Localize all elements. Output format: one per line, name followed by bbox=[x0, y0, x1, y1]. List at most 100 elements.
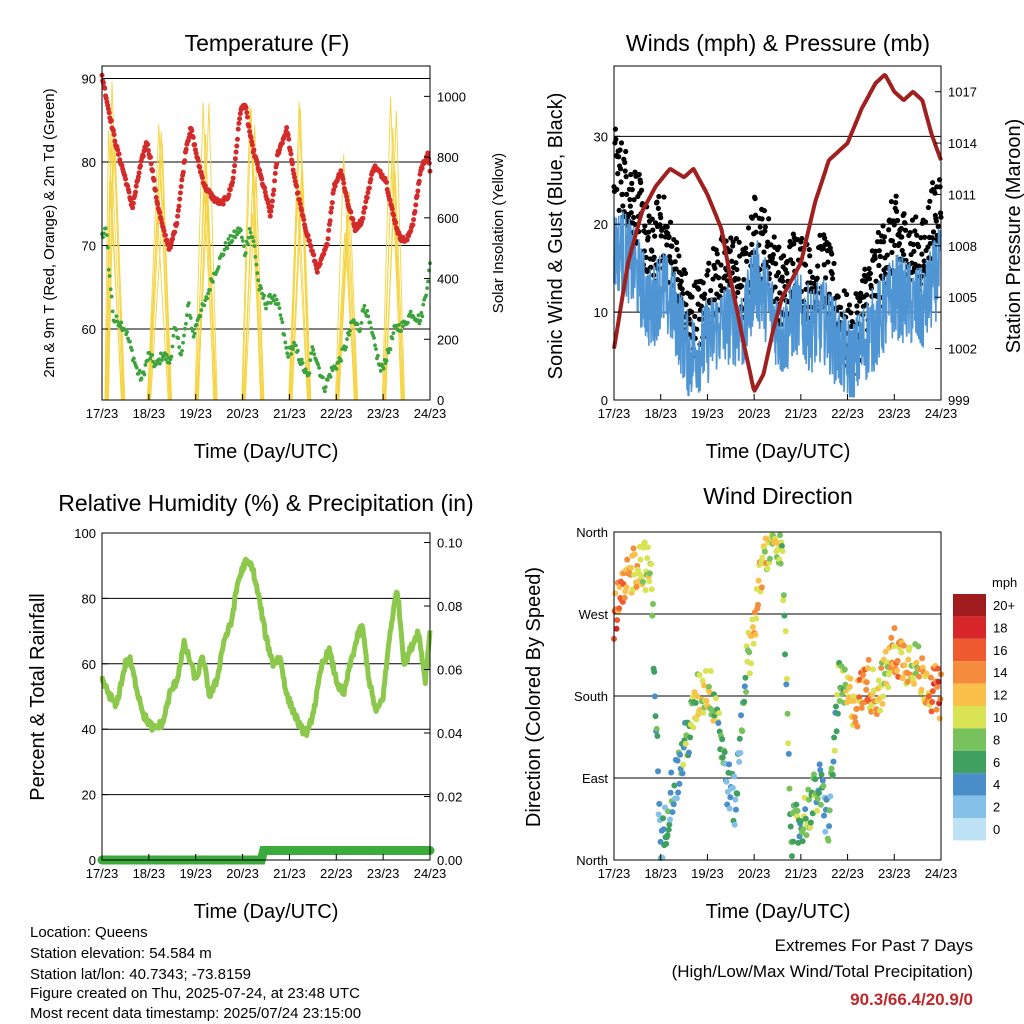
dewpoint-point bbox=[264, 306, 268, 311]
dewpoint-point bbox=[391, 331, 396, 336]
gust-point bbox=[893, 200, 899, 206]
gust-point bbox=[624, 191, 630, 197]
direction-point bbox=[826, 807, 833, 814]
temperature-point bbox=[244, 109, 250, 115]
direction-point bbox=[675, 789, 682, 796]
direction-point bbox=[655, 768, 662, 775]
gust-point bbox=[622, 159, 628, 166]
direction-point bbox=[929, 699, 936, 706]
direction-point bbox=[639, 578, 646, 585]
temperature-point bbox=[254, 161, 260, 167]
direction-point bbox=[623, 584, 630, 591]
direction-point bbox=[630, 545, 637, 552]
dewpoint-point bbox=[252, 244, 257, 248]
gust-point bbox=[829, 271, 835, 277]
gust-point bbox=[875, 229, 882, 236]
direction-y-tick-label: East bbox=[582, 771, 608, 786]
pressure-y-tick-label-right: 1011 bbox=[948, 187, 976, 202]
gust-point bbox=[864, 292, 870, 298]
gust-point bbox=[757, 224, 763, 230]
gust-point bbox=[830, 276, 836, 282]
humidity-x-tick-label: 18/23 bbox=[133, 866, 166, 881]
dewpoint-point bbox=[143, 363, 148, 367]
gust-point bbox=[886, 227, 892, 233]
gust-point bbox=[825, 259, 831, 265]
gust-point bbox=[649, 248, 655, 254]
dewpoint-point bbox=[322, 389, 327, 394]
gust-point bbox=[866, 276, 873, 282]
direction-point bbox=[834, 710, 841, 717]
temperature-point bbox=[135, 174, 141, 180]
sonic-wind-line bbox=[613, 211, 942, 398]
gust-point bbox=[613, 136, 619, 142]
temperature-point bbox=[415, 188, 421, 194]
direction-point bbox=[785, 750, 792, 757]
legend-swatch bbox=[953, 594, 986, 617]
temperature-point bbox=[267, 213, 273, 219]
pressure-y-tick-label-right: 1005 bbox=[948, 290, 977, 305]
direction-point bbox=[648, 586, 655, 593]
temperature-point bbox=[299, 207, 305, 213]
solar-insolation-line bbox=[150, 195, 173, 401]
direction-point bbox=[829, 771, 836, 778]
gust-point bbox=[682, 270, 689, 276]
gust-point bbox=[937, 184, 943, 190]
humidity-panel: Relative Humidity (%) & Precipitation (i… bbox=[27, 490, 474, 923]
dewpoint-point bbox=[323, 385, 328, 389]
direction-point bbox=[652, 713, 659, 720]
humidity-y-ticks-right: 0.00 0.02 0.04 0.06 0.08 0.10 bbox=[424, 536, 462, 868]
direction-point bbox=[729, 784, 736, 791]
dewpoint-point bbox=[271, 298, 276, 303]
dewpoint-point bbox=[361, 307, 366, 312]
gust-point bbox=[627, 203, 633, 209]
gust-point bbox=[667, 219, 674, 225]
direction-point bbox=[807, 819, 814, 826]
gust-point bbox=[658, 215, 664, 221]
dewpoint-point bbox=[372, 335, 376, 340]
gust-point bbox=[666, 234, 672, 240]
dewpoint-point bbox=[328, 375, 333, 379]
gust-point bbox=[694, 326, 700, 332]
winds-y-ticks: 0 10 20 30 bbox=[594, 129, 620, 408]
dewpoint-point bbox=[198, 314, 203, 319]
dewpoint-point bbox=[334, 366, 339, 371]
direction-point bbox=[816, 761, 823, 768]
direction-point bbox=[736, 735, 743, 742]
temperature-point bbox=[150, 168, 156, 174]
temperature-point bbox=[234, 136, 240, 142]
solar-y-tick-label-right: 0 bbox=[437, 393, 444, 408]
dewpoint-point bbox=[104, 233, 109, 238]
direction-point bbox=[742, 674, 749, 681]
dewpoint-point bbox=[239, 228, 243, 233]
temperature-point bbox=[126, 189, 132, 195]
gust-point bbox=[650, 227, 656, 233]
temperature-point bbox=[172, 229, 178, 235]
gust-point bbox=[770, 252, 776, 258]
dewpoint-point bbox=[299, 357, 304, 362]
gust-point bbox=[922, 234, 928, 240]
precipitation-y-tick-label-right: 0.04 bbox=[437, 726, 462, 741]
temperature-point bbox=[105, 106, 111, 112]
dewpoint-point bbox=[426, 279, 430, 284]
temperature-point bbox=[151, 177, 157, 183]
winds-y-tick-label: 0 bbox=[601, 393, 608, 408]
dewpoint-point bbox=[358, 327, 363, 332]
dewpoint-point bbox=[419, 310, 424, 315]
dewpoint-point bbox=[280, 320, 285, 325]
dewpoint-point bbox=[285, 351, 290, 356]
dewpoint-point bbox=[424, 293, 429, 298]
gust-point bbox=[773, 261, 779, 267]
direction-point bbox=[766, 555, 773, 562]
dewpoint-point bbox=[240, 238, 245, 243]
gust-point bbox=[716, 275, 722, 281]
temperature-point bbox=[110, 128, 116, 134]
direction-point bbox=[858, 704, 865, 711]
precipitation-y-tick-label-right: 0.08 bbox=[437, 599, 462, 614]
direction-point bbox=[739, 728, 746, 735]
gust-point bbox=[708, 287, 714, 294]
solar-y-tick-label-right: 600 bbox=[437, 211, 459, 226]
gust-point bbox=[622, 168, 628, 174]
temperature-point bbox=[229, 179, 235, 185]
direction-y-tick-label: West bbox=[579, 607, 609, 622]
gust-point bbox=[877, 253, 883, 260]
